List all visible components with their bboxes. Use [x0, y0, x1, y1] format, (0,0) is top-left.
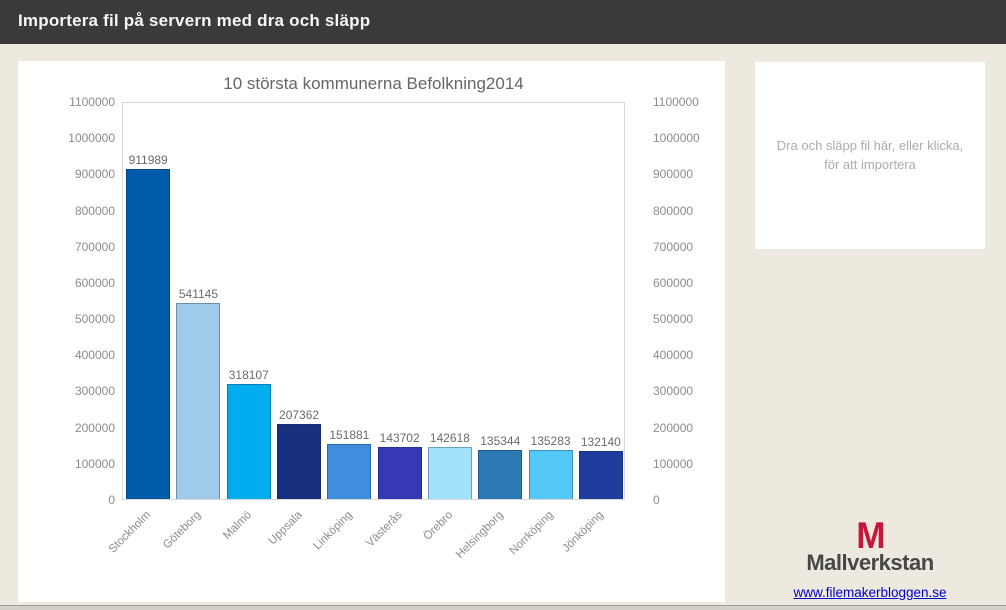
bar-Västerås [377, 447, 422, 499]
y-tick-label: 500000 [653, 312, 694, 327]
x-axis-label: Malmö [221, 509, 255, 542]
y-tick-label: 0 [653, 493, 660, 507]
bar-value-label: 135283 [530, 434, 571, 448]
x-axis-label: Linköping [311, 509, 355, 553]
bar-Helsingborg [478, 450, 523, 499]
y-tick-label: 1000000 [653, 131, 700, 146]
y-tick-label: 400000 [653, 348, 694, 363]
bar-Göteborg [176, 303, 221, 499]
title-bar: Importera fil på servern med dra och slä… [0, 0, 1006, 44]
bar-value-label: 132140 [580, 435, 621, 449]
chart-title: 10 största kommunerna Befolkning2014 [223, 74, 524, 93]
y-tick-label: 400000 [74, 348, 115, 363]
x-axis-label: Helsingborg [453, 509, 506, 561]
y-tick-label: 200000 [74, 420, 115, 435]
filemakerbloggen-link[interactable]: www.filemakerbloggen.se [793, 585, 947, 601]
bar-Malmö [226, 384, 271, 499]
bar-value-label: 318107 [228, 368, 269, 382]
chart-panel: 10 största kommunerna Befolkning2014 0 10… [18, 61, 725, 602]
logo-block: M Mallverkstan www.filemakerbloggen.se [755, 515, 985, 602]
y-tick-label: 900000 [74, 167, 115, 182]
bar-value-label: 911989 [128, 153, 168, 167]
dropzone-text: Dra och släpp fil här, eller klicka, för… [776, 137, 964, 172]
x-axis-labels: Stockholm Göteborg Malmö Uppsala Linköping Vä… [107, 501, 625, 571]
bar-value-label: 151881 [329, 428, 370, 442]
x-axis-label: Norrköping [507, 509, 557, 558]
bar-value-label: 541145 [178, 287, 219, 301]
y-tick-label: 100000 [653, 456, 694, 471]
mallverkstan-logo-text: Mallverkstan [806, 550, 934, 576]
bar-value-label: 142618 [429, 431, 470, 445]
window-bottom-edge [0, 605, 1006, 610]
y-tick-label: 800000 [653, 203, 694, 218]
y-tick-label: 700000 [74, 239, 115, 254]
page-title: Importera fil på servern med dra och slä… [18, 11, 371, 30]
y-axis-left: 0 100000 200000 300000 400000 500000 600000 700… [18, 95, 115, 507]
x-axis-label: Västerås [364, 509, 406, 550]
bars-layer: 911989 541145 318107 207362 151881 143702 1426… [123, 103, 624, 499]
y-tick-label: 800000 [74, 203, 115, 218]
bar-Uppsala [277, 424, 322, 499]
bar-Norrköping [528, 450, 573, 499]
x-axis-label: Göteborg [161, 509, 204, 552]
mallverkstan-m-icon: M [856, 515, 885, 556]
bar-value-label: 207362 [279, 408, 320, 422]
y-tick-label: 1100000 [69, 95, 115, 109]
file-dropzone[interactable]: Dra och släpp fil här, eller klicka, för… [755, 62, 985, 249]
y-tick-label: 900000 [653, 167, 694, 182]
bar-Örebro [427, 447, 472, 499]
x-axis-label: Örebro [421, 509, 456, 543]
bar-value-label: 135344 [480, 434, 521, 448]
bar-Jönköping [578, 451, 623, 499]
x-axis-label: Jönköping [560, 509, 607, 555]
bar-Stockholm [126, 169, 171, 499]
y-tick-label: 200000 [653, 420, 694, 435]
y-tick-label: 100000 [74, 456, 115, 471]
y-tick-label: 300000 [653, 384, 694, 399]
y-tick-label: 300000 [74, 384, 115, 399]
plot-area: 911989 541145 318107 207362 151881 143702 1426… [122, 102, 625, 500]
y-tick-label: 0 [108, 493, 115, 507]
y-tick-label: 1000000 [68, 131, 115, 146]
bar-value-label: 143702 [379, 431, 420, 445]
y-tick-label: 500000 [74, 312, 115, 327]
y-tick-label: 600000 [653, 275, 694, 290]
y-axis-right: 0 100000 200000 300000 400000 500000 600000 700… [653, 95, 725, 507]
x-axis-label: Uppsala [266, 509, 305, 548]
y-tick-label: 1100000 [653, 95, 699, 109]
x-axis-label: Stockholm [107, 509, 154, 556]
bar-Linköping [327, 444, 372, 499]
y-tick-label: 600000 [74, 275, 115, 290]
y-tick-label: 700000 [653, 239, 694, 254]
